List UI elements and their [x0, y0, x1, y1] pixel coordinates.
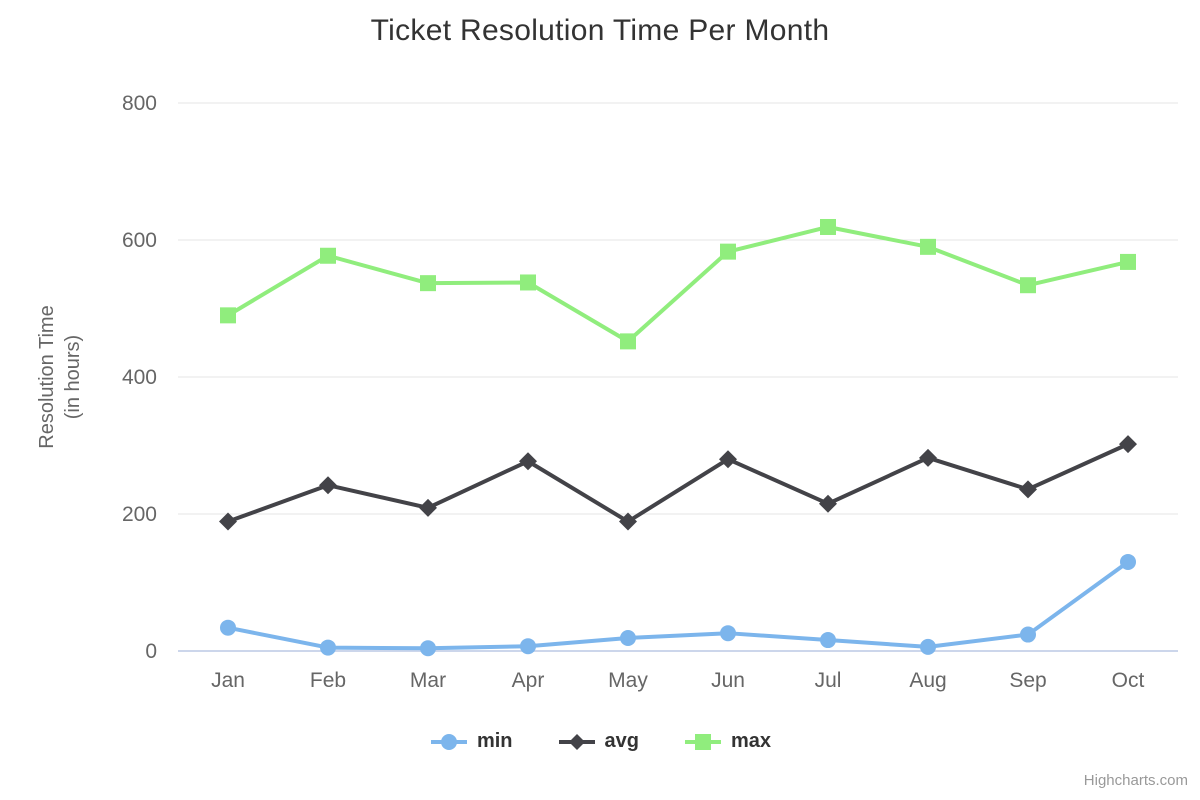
legend-symbol-max-square-icon [685, 733, 721, 750]
data-point-min-Jun[interactable] [720, 625, 736, 642]
yaxis-title-line1: Resolution Time [36, 305, 58, 449]
x-tick-label-May: May [608, 669, 648, 692]
x-tick-label-Sep: Sep [1009, 669, 1046, 692]
legend: min avg max [0, 730, 1200, 753]
x-tick-label-Oct: Oct [1112, 669, 1145, 692]
data-point-max-Sep[interactable] [1020, 277, 1036, 294]
data-point-avg-May[interactable] [619, 512, 637, 531]
x-tick-label-Jun: Jun [711, 669, 745, 692]
data-point-max-Aug[interactable] [920, 238, 936, 255]
y-tick-label-600: 600 [122, 229, 157, 252]
yaxis-title: Resolution Time (in hours) [34, 225, 86, 529]
chart-title: Ticket Resolution Time Per Month [370, 14, 830, 47]
data-point-max-Oct[interactable] [1120, 253, 1136, 270]
data-point-avg-Mar[interactable] [419, 498, 437, 517]
data-point-max-Jul[interactable] [820, 218, 836, 235]
data-point-min-May[interactable] [620, 629, 636, 646]
legend-marker-max [695, 733, 711, 750]
series-max [220, 218, 1136, 350]
data-point-min-Mar[interactable] [420, 640, 436, 657]
legend-label-avg: avg [604, 730, 639, 752]
data-point-min-Jan[interactable] [220, 619, 236, 636]
data-point-max-Mar[interactable] [420, 275, 436, 292]
data-point-avg-Jan[interactable] [219, 512, 237, 531]
data-point-max-Jun[interactable] [720, 243, 736, 260]
y-tick-label-800: 800 [122, 92, 157, 115]
legend-label-min: min [476, 730, 513, 752]
series-avg [219, 435, 1137, 531]
legend-item-max[interactable]: max [683, 730, 771, 753]
x-tick-label-Jul: Jul [815, 669, 842, 692]
data-point-min-Sep[interactable] [1020, 626, 1036, 643]
series-min [220, 553, 1136, 657]
x-tick-label-Aug: Aug [909, 669, 946, 692]
data-point-avg-Jul[interactable] [819, 494, 837, 513]
y-tick-label-0: 0 [145, 640, 157, 663]
x-tick-label-Feb: Feb [310, 669, 346, 692]
yaxis-title-line2: (in hours) [62, 334, 84, 420]
data-point-avg-Aug[interactable] [919, 448, 937, 467]
legend-symbol-min-circle-icon [430, 733, 467, 750]
series-max-line [226, 224, 1130, 344]
legend-item-min[interactable]: min [429, 730, 513, 753]
legend-marker-avg [568, 733, 585, 750]
data-point-max-Apr[interactable] [520, 274, 536, 291]
series-min-line [226, 559, 1130, 651]
y-tick-label-400: 400 [122, 366, 157, 389]
series-avg-line [226, 442, 1130, 524]
data-point-max-Feb[interactable] [320, 247, 336, 264]
legend-marker-min [440, 733, 457, 750]
data-point-max-Jan[interactable] [220, 307, 236, 324]
data-point-avg-Oct[interactable] [1119, 435, 1137, 454]
data-point-max-May[interactable] [620, 333, 636, 350]
data-point-min-Oct[interactable] [1120, 553, 1136, 570]
y-tick-label-200: 200 [122, 503, 157, 526]
legend-item-avg[interactable]: avg [557, 730, 639, 753]
data-point-avg-Apr[interactable] [519, 452, 537, 471]
data-point-avg-Feb[interactable] [319, 476, 337, 495]
legend-symbol-avg-diamond-icon [558, 733, 595, 750]
data-point-min-Apr[interactable] [520, 638, 536, 655]
x-tick-label-Jan: Jan [211, 669, 245, 692]
data-point-min-Feb[interactable] [320, 639, 336, 656]
data-point-min-Aug[interactable] [920, 638, 936, 655]
x-tick-label-Apr: Apr [512, 669, 545, 692]
data-point-avg-Sep[interactable] [1019, 480, 1037, 499]
data-point-min-Jul[interactable] [820, 632, 836, 649]
legend-label-max: max [731, 730, 772, 752]
x-tick-label-Mar: Mar [410, 669, 446, 692]
data-point-avg-Jun[interactable] [719, 450, 737, 469]
highcharts-credits-link[interactable]: Highcharts.com [1083, 772, 1188, 789]
